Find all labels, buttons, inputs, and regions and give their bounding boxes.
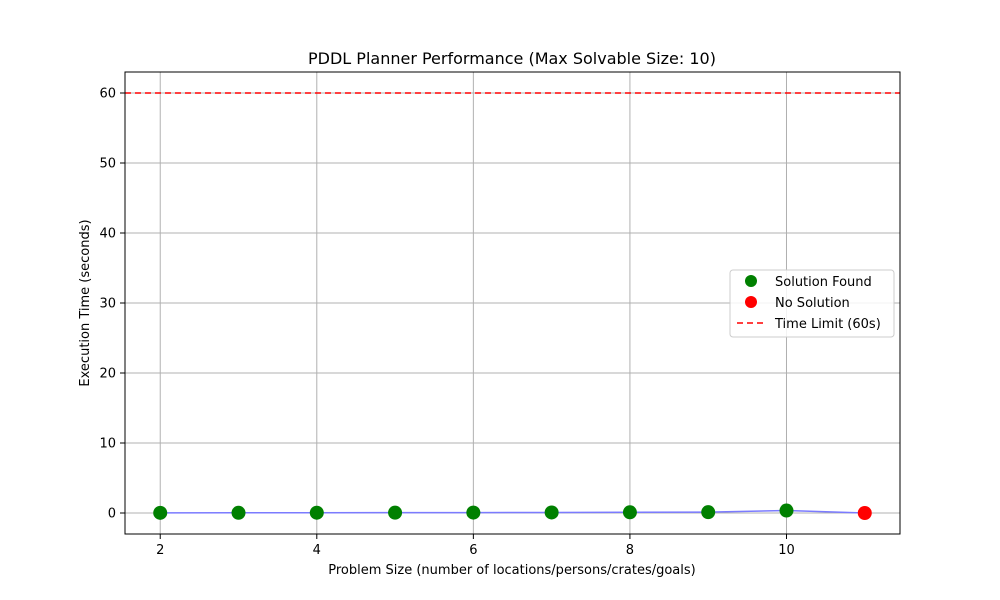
y-tick-label: 0 — [108, 507, 116, 522]
y-tick-label: 20 — [99, 367, 116, 382]
y-tick-label: 30 — [99, 297, 116, 312]
y-ticks: 0 10 20 30 40 50 60 — [99, 87, 125, 522]
solution-found-point — [701, 505, 716, 520]
solution-found-point — [466, 505, 481, 520]
x-ticks: 2 4 6 8 10 — [156, 534, 795, 558]
solution-found-point — [622, 505, 637, 520]
solution-found-point — [309, 505, 324, 520]
x-tick-label: 6 — [469, 543, 477, 558]
legend-box — [729, 269, 895, 338]
solution-found-point — [153, 505, 168, 520]
legend-label-no-solution: No Solution — [775, 296, 850, 311]
legend-marker-no-solution — [745, 296, 757, 308]
y-tick-label: 40 — [99, 227, 116, 242]
y-axis-label: Execution Time (seconds) — [78, 219, 93, 386]
solution-found-point — [388, 505, 403, 520]
legend-label-solution-found: Solution Found — [775, 275, 872, 290]
no-solution-point — [857, 506, 872, 520]
trend-line-layer — [160, 509, 865, 514]
chart-title: PDDL Planner Performance (Max Solvable S… — [308, 49, 716, 68]
x-tick-label: 4 — [313, 543, 321, 558]
x-tick-label: 8 — [626, 543, 634, 558]
legend-label-time-limit: Time Limit (60s) — [774, 317, 881, 332]
y-tick-label: 10 — [99, 437, 116, 452]
solution-found-point — [779, 503, 794, 518]
trend-line — [160, 509, 865, 514]
solution-found-point — [231, 505, 246, 520]
legend: Solution Found No Solution Time Limit (6… — [729, 269, 895, 338]
marker-layer — [153, 503, 872, 520]
x-tick-label: 10 — [778, 543, 795, 558]
solution-found-point — [544, 505, 559, 520]
y-tick-label: 60 — [99, 87, 116, 102]
x-tick-label: 2 — [156, 543, 164, 558]
grid-layer — [125, 72, 900, 534]
y-tick-label: 50 — [99, 157, 116, 172]
x-axis-label: Problem Size (number of locations/person… — [328, 563, 696, 578]
legend-marker-solution-found — [745, 275, 757, 287]
